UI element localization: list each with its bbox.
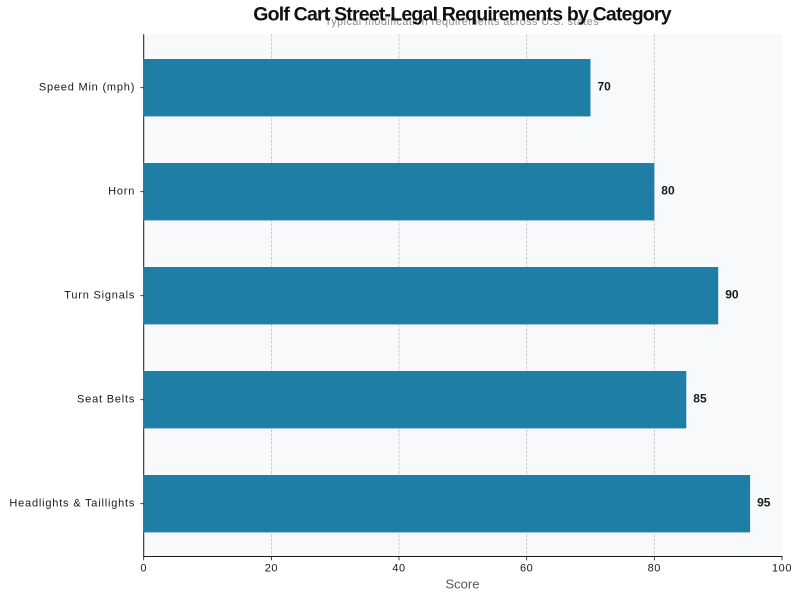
svg-text:Seat Belts: Seat Belts — [77, 394, 135, 406]
svg-text:40: 40 — [392, 562, 405, 574]
svg-text:90: 90 — [725, 288, 739, 302]
svg-text:0: 0 — [140, 562, 147, 574]
svg-text:Typical modification requireme: Typical modification requirements across… — [325, 16, 599, 28]
svg-text:Score: Score — [446, 577, 480, 592]
svg-text:20: 20 — [265, 562, 278, 574]
svg-text:70: 70 — [598, 80, 612, 94]
svg-text:Speed Min (mph): Speed Min (mph) — [39, 82, 135, 94]
svg-text:100: 100 — [772, 562, 792, 574]
svg-text:Turn Signals: Turn Signals — [64, 290, 135, 302]
svg-text:80: 80 — [661, 184, 675, 198]
svg-text:Horn: Horn — [108, 186, 135, 198]
svg-text:85: 85 — [693, 392, 707, 406]
svg-text:95: 95 — [757, 496, 771, 510]
svg-text:80: 80 — [648, 562, 661, 574]
svg-text:Headlights & Taillights: Headlights & Taillights — [9, 498, 135, 510]
svg-text:Golf Cart Street-Legal Require: Golf Cart Street-Legal Requirements by C… — [253, 4, 671, 26]
svg-text:60: 60 — [520, 562, 533, 574]
